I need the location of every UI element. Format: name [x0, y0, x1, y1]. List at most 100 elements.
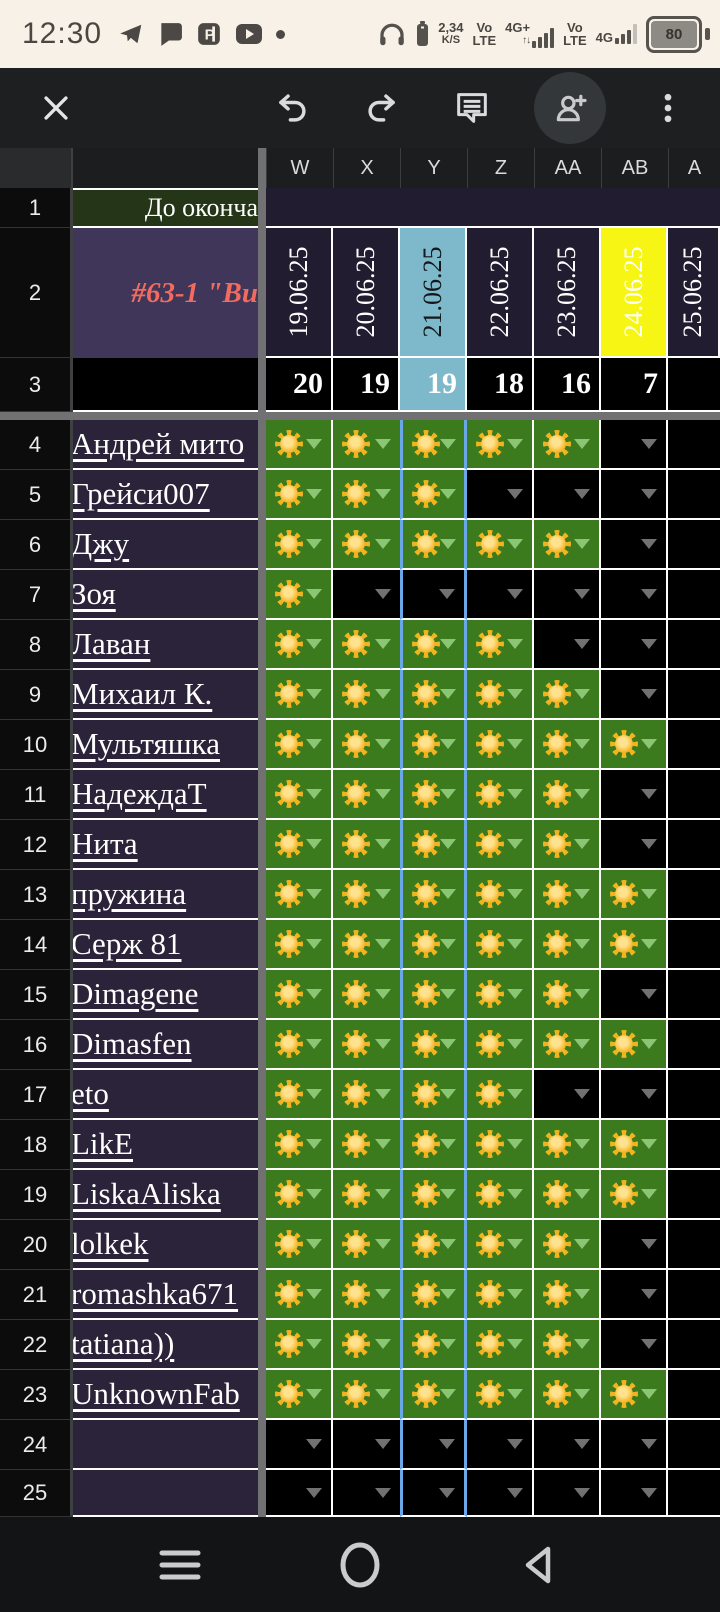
day-cell-Z21[interactable]: [467, 1270, 534, 1320]
player-name-cell[interactable]: eto: [73, 1070, 258, 1120]
dropdown-arrow-icon[interactable]: [306, 889, 322, 899]
day-cell-Y18[interactable]: [400, 1120, 467, 1170]
dropdown-arrow-icon[interactable]: [440, 889, 456, 899]
dropdown-arrow-icon[interactable]: [375, 1189, 391, 1199]
player-name-cell[interactable]: Лаван: [73, 620, 258, 670]
day-cell-Z24[interactable]: [467, 1420, 534, 1470]
clipped-cell[interactable]: [668, 670, 720, 720]
clipped-cell[interactable]: [668, 570, 720, 620]
day-cell-Y8[interactable]: [400, 620, 467, 670]
day-cell-Z8[interactable]: [467, 620, 534, 670]
day-cell-Y14[interactable]: [400, 920, 467, 970]
day-cell-AA22[interactable]: [534, 1320, 601, 1370]
dropdown-arrow-icon[interactable]: [375, 1039, 391, 1049]
dropdown-arrow-icon[interactable]: [306, 789, 322, 799]
day-cell-X13[interactable]: [333, 870, 400, 920]
column-header-Z[interactable]: Z: [467, 148, 534, 188]
day-cell-X14[interactable]: [333, 920, 400, 970]
day-cell-W6[interactable]: [266, 520, 333, 570]
clipped-cell[interactable]: [668, 1420, 720, 1470]
dropdown-arrow-icon[interactable]: [306, 1139, 322, 1149]
day-cell-AB18[interactable]: [601, 1120, 668, 1170]
day-cell-AA14[interactable]: [534, 920, 601, 970]
date-cell[interactable]: 25.06.25: [668, 228, 720, 358]
clipped-cell[interactable]: [668, 420, 720, 470]
day-cell-Z4[interactable]: [467, 420, 534, 470]
dropdown-arrow-icon[interactable]: [507, 839, 523, 849]
day-cell-Y22[interactable]: [400, 1320, 467, 1370]
day-cell-AB23[interactable]: [601, 1370, 668, 1420]
day-cell-Z9[interactable]: [467, 670, 534, 720]
day-cell-Z14[interactable]: [467, 920, 534, 970]
dropdown-arrow-icon[interactable]: [440, 1239, 456, 1249]
day-cell-W19[interactable]: [266, 1170, 333, 1220]
dropdown-arrow-icon[interactable]: [641, 839, 657, 849]
dropdown-arrow-icon[interactable]: [306, 1289, 322, 1299]
dropdown-arrow-icon[interactable]: [306, 1439, 322, 1449]
day-cell-AA17[interactable]: [534, 1070, 601, 1120]
name-column-header[interactable]: [73, 148, 258, 188]
day-cell-AB15[interactable]: [601, 970, 668, 1020]
day-cell-AA24[interactable]: [534, 1420, 601, 1470]
dropdown-arrow-icon[interactable]: [641, 689, 657, 699]
clipped-cell[interactable]: [668, 970, 720, 1020]
dropdown-arrow-icon[interactable]: [507, 689, 523, 699]
dropdown-arrow-icon[interactable]: [375, 1339, 391, 1349]
dropdown-arrow-icon[interactable]: [641, 1089, 657, 1099]
day-cell-AB7[interactable]: [601, 570, 668, 620]
day-cell-X24[interactable]: [333, 1420, 400, 1470]
day-cell-X25[interactable]: [333, 1470, 400, 1517]
dropdown-arrow-icon[interactable]: [306, 439, 322, 449]
dropdown-arrow-icon[interactable]: [507, 989, 523, 999]
dropdown-arrow-icon[interactable]: [306, 639, 322, 649]
dropdown-arrow-icon[interactable]: [440, 989, 456, 999]
dropdown-arrow-icon[interactable]: [440, 1339, 456, 1349]
day-cell-AB11[interactable]: [601, 770, 668, 820]
dropdown-arrow-icon[interactable]: [507, 1289, 523, 1299]
date-cell[interactable]: 20.06.25: [333, 228, 400, 358]
dropdown-arrow-icon[interactable]: [507, 639, 523, 649]
select-all-corner[interactable]: [0, 148, 73, 188]
day-cell-Y11[interactable]: [400, 770, 467, 820]
row-number[interactable]: 5: [0, 470, 73, 520]
day-cell-AA6[interactable]: [534, 520, 601, 570]
dropdown-arrow-icon[interactable]: [375, 489, 391, 499]
dropdown-arrow-icon[interactable]: [574, 589, 590, 599]
day-cell-Y15[interactable]: [400, 970, 467, 1020]
day-cell-W9[interactable]: [266, 670, 333, 720]
dropdown-arrow-icon[interactable]: [375, 1239, 391, 1249]
row-number[interactable]: 3: [0, 358, 73, 412]
dropdown-arrow-icon[interactable]: [507, 1389, 523, 1399]
dropdown-arrow-icon[interactable]: [507, 539, 523, 549]
dropdown-arrow-icon[interactable]: [507, 1189, 523, 1199]
day-cell-AB25[interactable]: [601, 1470, 668, 1517]
row-number[interactable]: 10: [0, 720, 73, 770]
clipped-cell[interactable]: [668, 1020, 720, 1070]
remaining-count-cell[interactable]: 19: [333, 358, 400, 412]
day-cell-Z23[interactable]: [467, 1370, 534, 1420]
dropdown-arrow-icon[interactable]: [507, 1487, 523, 1498]
day-cell-Y6[interactable]: [400, 520, 467, 570]
day-cell-Z12[interactable]: [467, 820, 534, 870]
back-button[interactable]: [510, 1535, 570, 1595]
day-cell-Z13[interactable]: [467, 870, 534, 920]
player-name-cell[interactable]: Грейси007: [73, 470, 258, 520]
day-cell-AA10[interactable]: [534, 720, 601, 770]
day-cell-Y13[interactable]: [400, 870, 467, 920]
player-name-cell[interactable]: НадеждаТ: [73, 770, 258, 820]
player-name-cell[interactable]: Джу: [73, 520, 258, 570]
undo-button[interactable]: [264, 80, 320, 136]
day-cell-AA23[interactable]: [534, 1370, 601, 1420]
day-cell-X5[interactable]: [333, 470, 400, 520]
dropdown-arrow-icon[interactable]: [574, 789, 590, 799]
row-number[interactable]: 8: [0, 620, 73, 670]
dropdown-arrow-icon[interactable]: [306, 489, 322, 499]
day-cell-Y17[interactable]: [400, 1070, 467, 1120]
row-number[interactable]: 13: [0, 870, 73, 920]
remaining-count-cell[interactable]: 19: [400, 358, 467, 412]
dropdown-arrow-icon[interactable]: [306, 1389, 322, 1399]
day-cell-Y25[interactable]: [400, 1470, 467, 1517]
dropdown-arrow-icon[interactable]: [574, 739, 590, 749]
day-cell-W11[interactable]: [266, 770, 333, 820]
day-cell-AB16[interactable]: [601, 1020, 668, 1070]
